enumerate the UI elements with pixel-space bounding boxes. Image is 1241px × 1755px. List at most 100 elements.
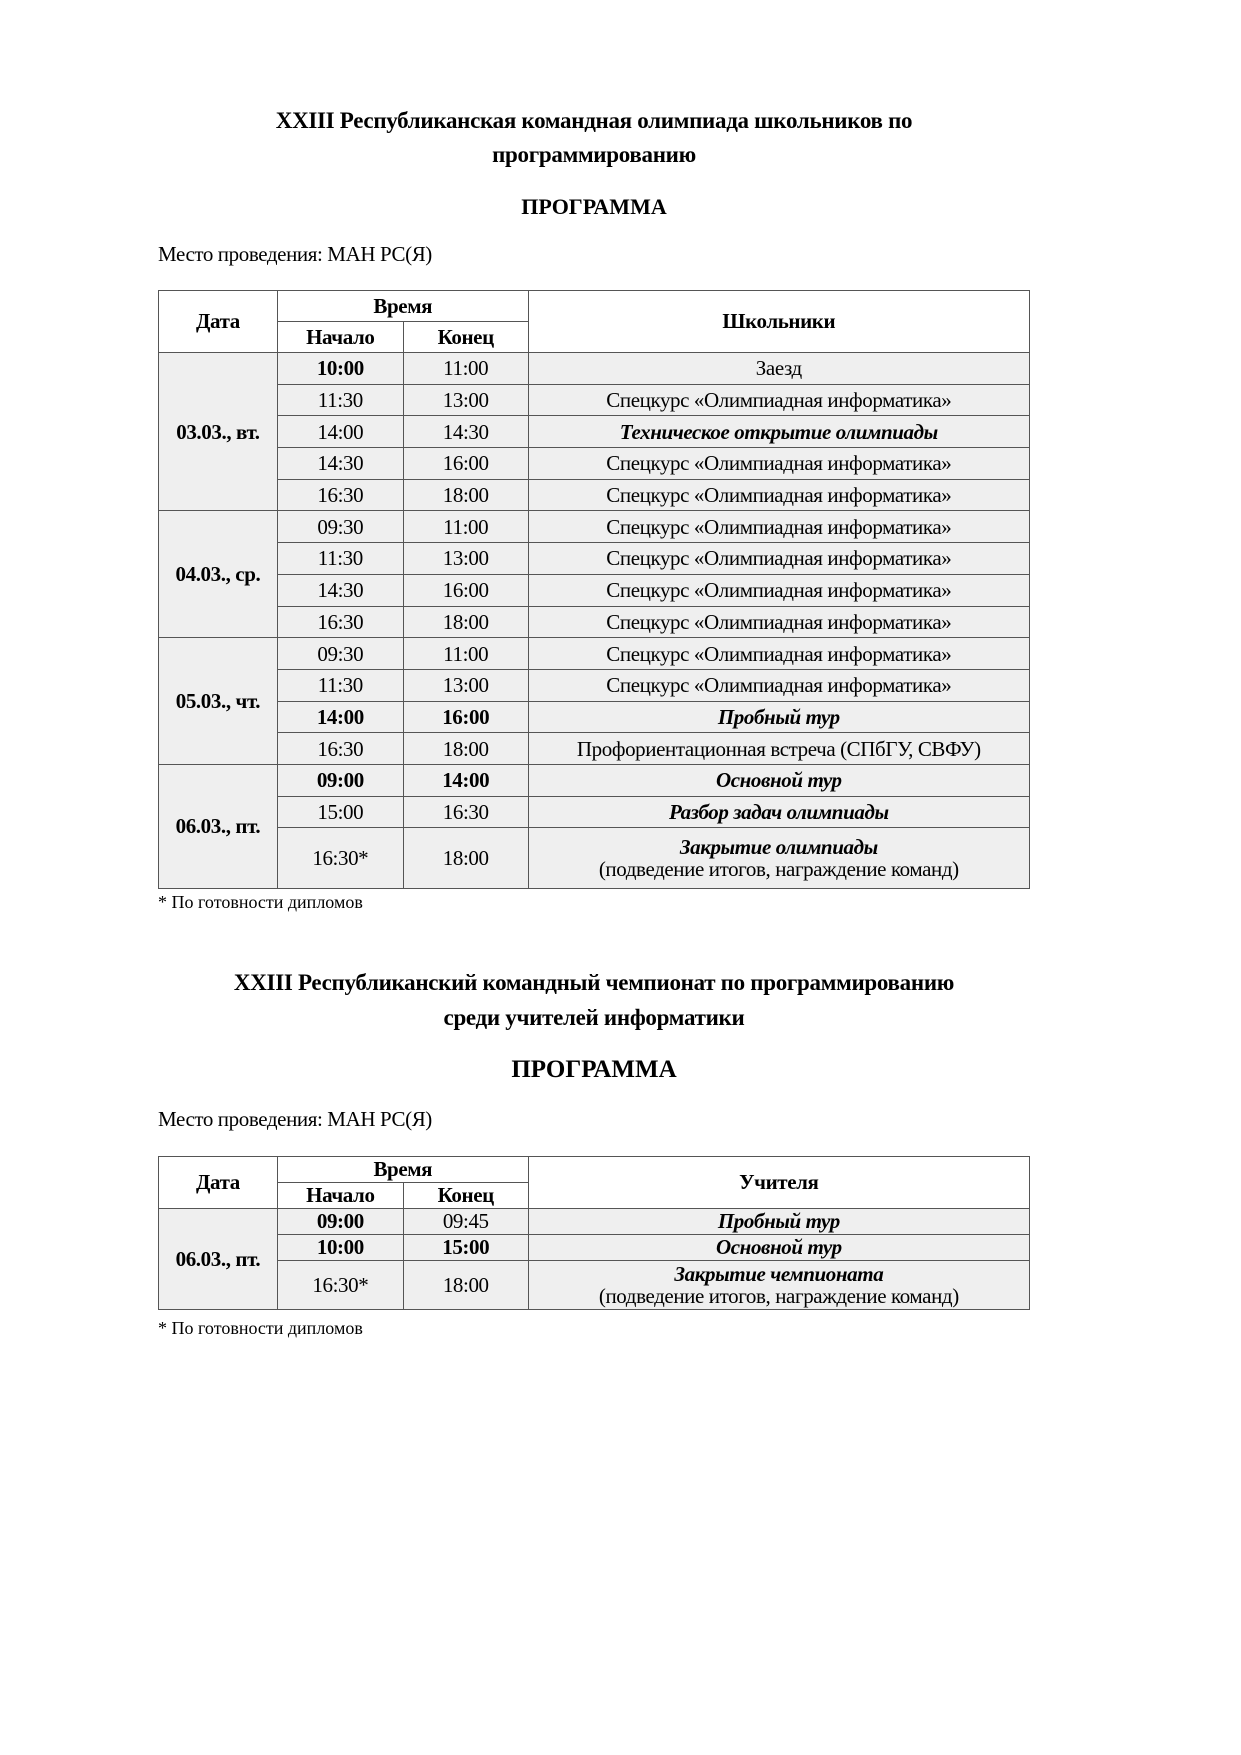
- end-time-cell: 11:00: [402, 637, 529, 670]
- table-row: 11:30 13:00 Спецкурс «Олимпиадная информат…: [159, 542, 1031, 575]
- table-row: 16:30* 18:00 Закрытие олимпиады (подведение…: [159, 827, 1031, 889]
- table-row: 04.03., ср. 09:30 11:00 Спецкурс «Олимпиадн…: [158, 510, 1031, 639]
- event-cell: Закрытие олимпиады (подведение итогов, на…: [527, 827, 1031, 889]
- table-row: 11:30 13:00 Спецкурс «Олимпиадная информат…: [159, 668, 1031, 702]
- event-cell: Заезд: [527, 352, 1031, 385]
- event-title: Закрытие чемпионата: [674, 1262, 884, 1287]
- end-time-cell: 13:00: [402, 668, 529, 702]
- section2-schedule-table: Дата Время Учителя Начало Конец 06.03., пт. 09…: [158, 1156, 1031, 1311]
- table-row: 16:30 18:00 Спецкурс «Олимпиадная информат…: [159, 478, 1031, 512]
- event-title: Основной тур: [716, 1235, 842, 1260]
- section1-footnote: * По готовности дипломов: [158, 892, 363, 912]
- end-time-cell: 13:00: [402, 383, 529, 417]
- event-title: Спецкурс «Олимпиадная информатика»: [606, 514, 952, 539]
- section1-program-heading: ПРОГРАММА: [521, 194, 667, 219]
- table-row: 14:30 16:00 Спецкурс «Олимпиадная информат…: [159, 573, 1031, 607]
- event-cell: Спецкурс «Олимпиадная информатика»: [527, 573, 1031, 607]
- end-time-cell: 18:00: [402, 827, 529, 889]
- end-time-cell: 18:00: [402, 605, 529, 639]
- section1-title-line2: программированию: [492, 142, 696, 167]
- end-time-cell: 11:00: [402, 352, 529, 385]
- table-row: 10:00 15:00 Основной тур: [159, 1234, 1031, 1261]
- end-time-cell: 13:00: [402, 542, 529, 575]
- event-title: Спецкурс «Олимпиадная информатика»: [606, 641, 952, 666]
- event-cell: Разбор задач олимпиады: [527, 795, 1031, 829]
- end-time-cell: 16:00: [402, 447, 529, 480]
- event-cell: Закрытие чемпионата (подведение итогов, н…: [527, 1259, 1031, 1311]
- start-time-cell: 14:30: [276, 573, 404, 607]
- event-title: Спецкурс «Олимпиадная информатика»: [606, 451, 952, 476]
- end-time-cell: 09:45: [402, 1208, 529, 1235]
- event-title: Пробный тур: [717, 704, 840, 729]
- event-cell: Спецкурс «Олимпиадная информатика»: [527, 668, 1031, 702]
- start-time-cell: 16:30: [276, 605, 404, 639]
- end-time-cell: 11:00: [402, 510, 529, 544]
- date-cell: 03.03., вт.: [158, 351, 278, 512]
- table-row: 14:30 16:00 Спецкурс «Олимпиадная информат…: [159, 447, 1031, 480]
- header-time: Время: [276, 290, 529, 322]
- start-time-cell: 16:30: [276, 732, 404, 765]
- section1-schedule-table: Дата Время Школьники Начало Конец 03.03., вт.…: [158, 290, 1031, 889]
- section1-title-line1: XXIII Республиканская командная олимпиад…: [275, 108, 913, 133]
- start-time-cell: 15:00: [276, 795, 404, 829]
- section1-venue: Место проведения: МАН РС(Я): [158, 242, 432, 266]
- start-time-cell: 11:30: [276, 383, 404, 417]
- section2-title-line2: среди учителей информатики: [443, 1005, 745, 1030]
- table-row: 15:00 16:30 Разбор задач олимпиады: [159, 795, 1031, 829]
- date-cell: 06.03., пт.: [158, 1207, 278, 1311]
- event-title: Спецкурс «Олимпиадная информатика»: [606, 388, 952, 412]
- event-cell: Спецкурс «Олимпиадная информатика»: [527, 542, 1031, 575]
- header-date: Дата: [158, 1156, 278, 1209]
- start-time-cell: 10:00: [276, 352, 404, 385]
- table-row: 11:30 13:00 Спецкурс «Олимпиадная информат…: [159, 383, 1031, 417]
- start-time-cell: 16:30: [276, 478, 404, 512]
- event-subtitle: (подведение итогов, награждение команд): [598, 856, 959, 881]
- header-start: Начало: [276, 1182, 404, 1209]
- header-time: Время: [276, 1156, 529, 1183]
- table-row: 14:00 16:00 Пробный тур: [159, 700, 1031, 734]
- table-row: 14:00 14:30 Техническое открытие олимпиады: [159, 415, 1031, 449]
- section2-venue: Место проведения: МАН РС(Я): [158, 1107, 432, 1131]
- event-title: Техническое открытие олимпиады: [619, 419, 938, 444]
- start-time-cell: 09:30: [276, 510, 404, 544]
- event-cell: Спецкурс «Олимпиадная информатика»: [527, 605, 1031, 639]
- event-cell: Спецкурс «Олимпиадная информатика»: [527, 447, 1031, 480]
- event-subtitle: (подведение итогов, награждение команд): [598, 1284, 959, 1309]
- header-end: Конец: [402, 321, 529, 353]
- end-time-cell: 15:00: [402, 1234, 529, 1261]
- table-row: 16:30* 18:00 Закрытие чемпионата (подведени…: [159, 1259, 1031, 1311]
- table-row: 16:30 18:00 Спецкурс «Олимпиадная информат…: [159, 605, 1031, 639]
- section2-title-line1: XXIII Республиканский командный чемпиона…: [233, 970, 955, 995]
- header-start: Начало: [276, 321, 404, 353]
- event-title: Основной тур: [715, 768, 842, 793]
- event-title: Профориентационная встреча (СПбГУ, СВФУ): [576, 736, 981, 761]
- header-event: Учителя: [527, 1156, 1031, 1209]
- event-title: Закрытие олимпиады: [679, 834, 878, 859]
- date-cell: 04.03., ср.: [158, 510, 278, 639]
- event-cell: Техническое открытие олимпиады: [527, 415, 1031, 449]
- table-row: 06.03., пт. 09:00 14:00 Основной тур: [158, 763, 1031, 889]
- end-time-cell: 16:00: [402, 700, 529, 734]
- event-title: Спецкурс «Олимпиадная информатика»: [606, 673, 952, 698]
- start-time-cell: 14:30: [276, 447, 404, 480]
- event-title: Заезд: [755, 356, 802, 381]
- event-cell: Основной тур: [527, 1234, 1031, 1261]
- table-row: 05.03., чт. 09:30 11:00 Спецкурс «Олимпиадн…: [158, 637, 1031, 765]
- table-row: 16:30 18:00 Профориентационная встреча (СП…: [159, 732, 1031, 765]
- event-cell: Спецкурс «Олимпиадная информатика»: [527, 637, 1031, 670]
- end-time-cell: 18:00: [402, 1259, 529, 1311]
- end-time-cell: 16:00: [402, 573, 529, 607]
- date-cell: 06.03., пт.: [158, 763, 278, 889]
- table-row: 03.03., вт. 10:00 11:00 Заезд: [158, 351, 1031, 512]
- event-cell: Пробный тур: [527, 700, 1031, 734]
- event-cell: Спецкурс «Олимпиадная информатика»: [527, 383, 1031, 417]
- start-time-cell: 10:00: [276, 1234, 404, 1261]
- header-event: Школьники: [527, 290, 1031, 353]
- event-cell: Спецкурс «Олимпиадная информатика»: [527, 478, 1031, 512]
- start-time-cell: 09:30: [276, 637, 404, 670]
- table-row: 06.03., пт. 09:00 09:45 Пробный тур: [158, 1207, 1031, 1311]
- end-time-cell: 16:30: [402, 795, 529, 829]
- date-cell: 05.03., чт.: [158, 637, 278, 765]
- section2-program-heading: ПРОГРАММА: [511, 1056, 677, 1083]
- event-title: Разбор задач олимпиады: [668, 799, 889, 824]
